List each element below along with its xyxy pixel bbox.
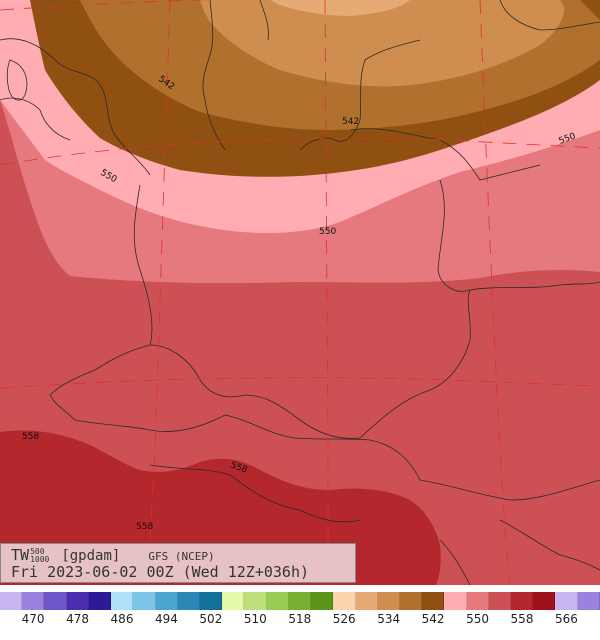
model-label: GFS (NCEP): [148, 550, 215, 563]
colorbar-segment: [88, 592, 112, 610]
colorbar-segment: [133, 592, 156, 610]
colorbar-tick-label: 478: [66, 612, 89, 626]
band-526-530: [270, 0, 410, 16]
colorbar-segment: [177, 592, 200, 610]
info-title-line: TW500 1000 [gpdam] GFS (NCEP): [11, 546, 215, 564]
colorbar-segment: [199, 592, 223, 610]
colorbar-tick-label: 550: [466, 612, 489, 626]
colorbar-segment: [155, 592, 178, 610]
graticule: [0, 0, 600, 585]
colorbar-tick-label: 558: [510, 612, 534, 626]
map-panel: 542 542 550 550 550 558 558 558: [0, 0, 600, 585]
contour-label-558-a: 558: [22, 432, 39, 442]
colorbar-segment: [422, 592, 445, 610]
colorbar-tick-label: 518: [288, 612, 312, 626]
colorbar-segment: [533, 592, 556, 610]
colorbar-segment: [44, 592, 67, 610]
map-info-box: TW500 1000 [gpdam] GFS (NCEP) Fri 2023-06-0…: [0, 543, 356, 583]
colorbar-segment: [111, 592, 134, 610]
unit-label: [gpdam]: [61, 548, 121, 564]
level-bottom: 1000: [30, 555, 50, 564]
contour-label-558-c: 558: [136, 522, 153, 532]
colorbar-segment: [355, 592, 378, 610]
colorbar-segment: [222, 592, 245, 610]
colorbar-tick-label: 494: [154, 612, 178, 626]
colorbar-tick-label: 534: [377, 612, 401, 626]
colorbar-tick-label: 542: [421, 612, 445, 626]
colorbar-segment: [333, 592, 356, 610]
band-530-534: [200, 0, 564, 87]
colorbar-segment: [577, 592, 600, 610]
colorbar-tick-label: 502: [199, 612, 223, 626]
colorbar-segment: [66, 592, 89, 610]
colorbar-segment: [444, 592, 467, 610]
colorbar-segment: [555, 592, 578, 610]
colorbar-tick-label: 486: [110, 612, 134, 626]
colorbar-tick-label: 510: [243, 612, 267, 626]
level-top: 500: [30, 547, 45, 556]
colorbar-segment: [311, 592, 334, 610]
border-lines: [0, 0, 600, 585]
field-label: TW: [11, 546, 30, 564]
colorbar-segment: [466, 592, 489, 610]
colorbar-tick-label: 470: [21, 612, 45, 626]
contour-label-550-b: 550: [319, 227, 336, 237]
colorbar-tick-label: 566: [554, 612, 578, 626]
colorbar-tick-label: 526: [332, 612, 356, 626]
colorbar-segment: [266, 592, 289, 610]
thickness-map: 542 542 550 550 550 558 558 558: [0, 0, 600, 585]
colorbar-segment: [377, 592, 400, 610]
colorbar-segment: [399, 592, 423, 610]
level-indicator: 500 1000: [30, 548, 49, 564]
colorbar-segment: [488, 592, 512, 610]
colorbar-labels: 470 478 486 494 502 510 518 526 534 542 550 558 566: [0, 612, 600, 632]
contour-label-542-b: 542: [342, 117, 359, 127]
colorbar-segment: [244, 592, 267, 610]
colorbar-segment: [0, 592, 23, 610]
colorbar-segment: [22, 592, 45, 610]
colorbar-segment: [511, 592, 534, 610]
colorbar-segment: [288, 592, 312, 610]
colorbar: [0, 592, 600, 610]
valid-time-line: Fri 2023-06-02 00Z (Wed 12Z+036h): [11, 563, 310, 581]
